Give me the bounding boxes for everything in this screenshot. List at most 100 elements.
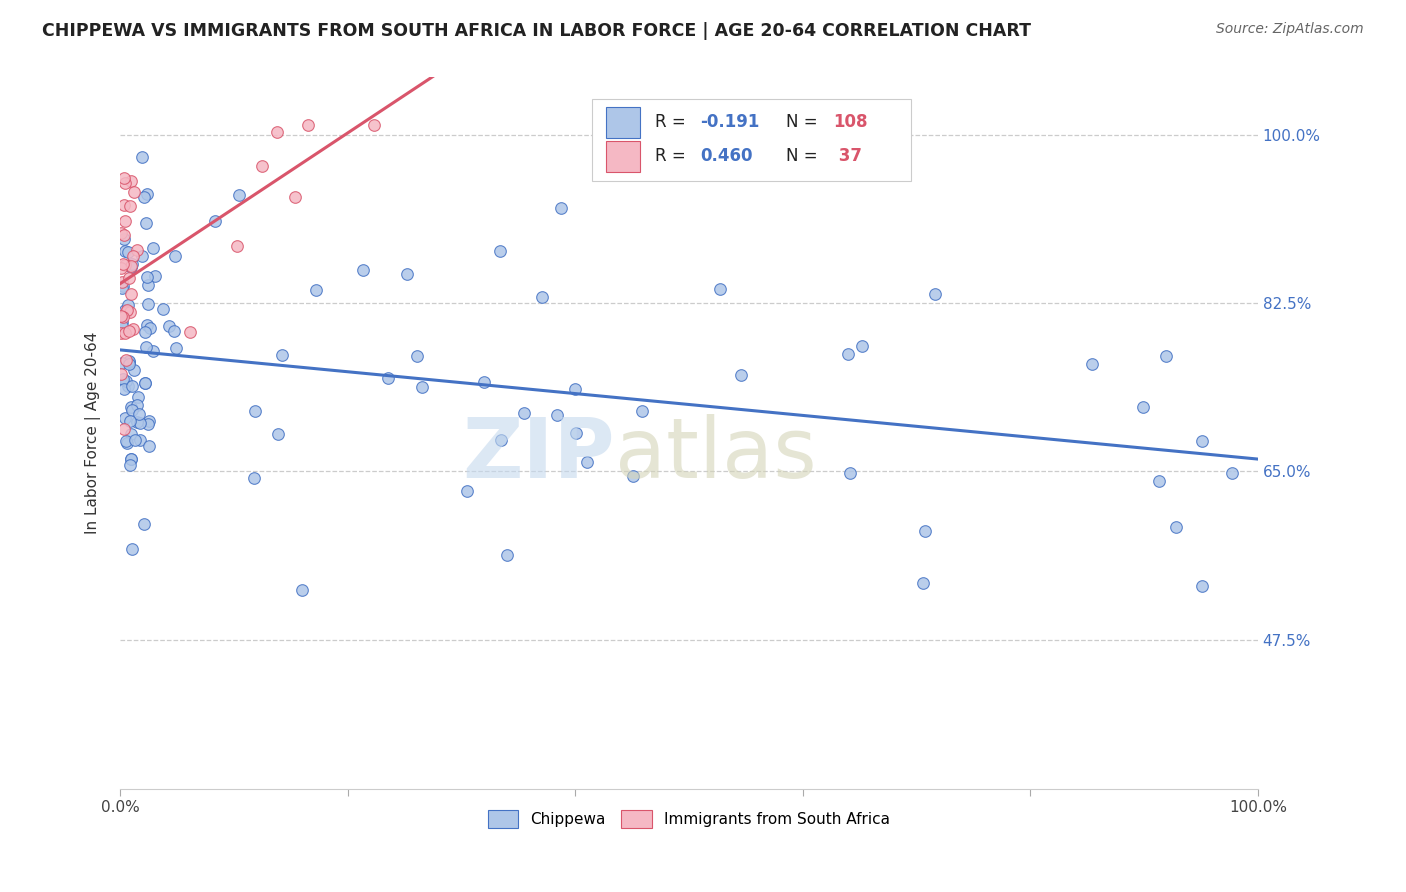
Point [496,549,519,563]
Point [120,173,142,187]
Point [143,268,166,283]
Point [284,190,307,204]
Point [709,282,731,296]
Point [243,471,266,485]
Point [110,326,132,340]
FancyBboxPatch shape [592,99,911,180]
Point [112,170,135,185]
Point [377,371,399,385]
Point [122,363,145,377]
Point [267,426,290,441]
Point [163,324,186,338]
Point [115,434,138,449]
Point [114,326,136,340]
Point [120,427,142,442]
Point [131,150,153,164]
Point [120,260,142,275]
Point [114,302,136,317]
Point [121,542,143,557]
Point [121,260,143,274]
Point [111,318,134,333]
Point [122,186,145,200]
Point [489,433,512,447]
Point [117,244,139,259]
Point [531,290,554,304]
Point [134,376,156,390]
Point [924,287,946,301]
Point [136,318,159,332]
Point [139,321,162,335]
Point [127,398,149,412]
Point [165,249,187,263]
Point [456,483,478,498]
Text: atlas: atlas [614,414,817,495]
Point [135,216,157,230]
Point [271,348,294,362]
Point [138,439,160,453]
Point [120,305,142,319]
Point [117,379,139,393]
Point [851,339,873,353]
Point [136,417,159,431]
Point [114,198,136,212]
Point [115,436,138,450]
Point [135,340,157,354]
Point [120,452,142,467]
Point [132,189,155,203]
Point [179,326,201,340]
Point [134,325,156,339]
Point [1132,400,1154,414]
Point [122,249,145,263]
Point [110,276,132,290]
Point [564,382,586,396]
Point [226,239,249,253]
Point [1154,349,1177,363]
Point [114,411,136,425]
Point [291,583,314,598]
Point [111,356,134,370]
Point [621,469,644,483]
Text: 108: 108 [834,113,868,131]
Point [1220,466,1243,480]
Point [565,425,588,440]
Point [1147,474,1170,488]
Point [111,278,134,293]
Point [120,414,142,428]
Point [114,258,136,272]
Point [142,241,165,255]
Text: N =: N = [786,113,823,131]
Text: CHIPPEWA VS IMMIGRANTS FROM SOUTH AFRICA IN LABOR FORCE | AGE 20-64 CORRELATION : CHIPPEWA VS IMMIGRANTS FROM SOUTH AFRICA… [42,22,1031,40]
Point [142,343,165,358]
Point [157,319,180,334]
Point [114,305,136,319]
Point [136,297,159,311]
Legend: Chippewa, Immigrants from South Africa: Chippewa, Immigrants from South Africa [482,805,896,834]
Text: N =: N = [786,147,823,165]
Text: Source: ZipAtlas.com: Source: ZipAtlas.com [1216,22,1364,37]
Point [117,354,139,368]
Point [115,352,138,367]
Point [114,214,136,228]
Point [128,417,150,431]
Point [1164,520,1187,534]
Point [118,271,141,285]
Point [730,368,752,382]
Point [352,263,374,277]
Point [118,199,141,213]
Point [112,422,135,436]
Text: 37: 37 [834,147,862,165]
Point [114,374,136,388]
Point [395,268,418,282]
Point [120,287,142,301]
Text: -0.191: -0.191 [700,113,759,131]
Point [138,414,160,428]
Point [228,188,250,202]
Point [121,402,143,417]
Point [112,228,135,243]
Point [1191,434,1213,449]
FancyBboxPatch shape [606,141,640,172]
Point [131,249,153,263]
Point [304,283,326,297]
Point [114,382,136,396]
Point [125,244,148,258]
